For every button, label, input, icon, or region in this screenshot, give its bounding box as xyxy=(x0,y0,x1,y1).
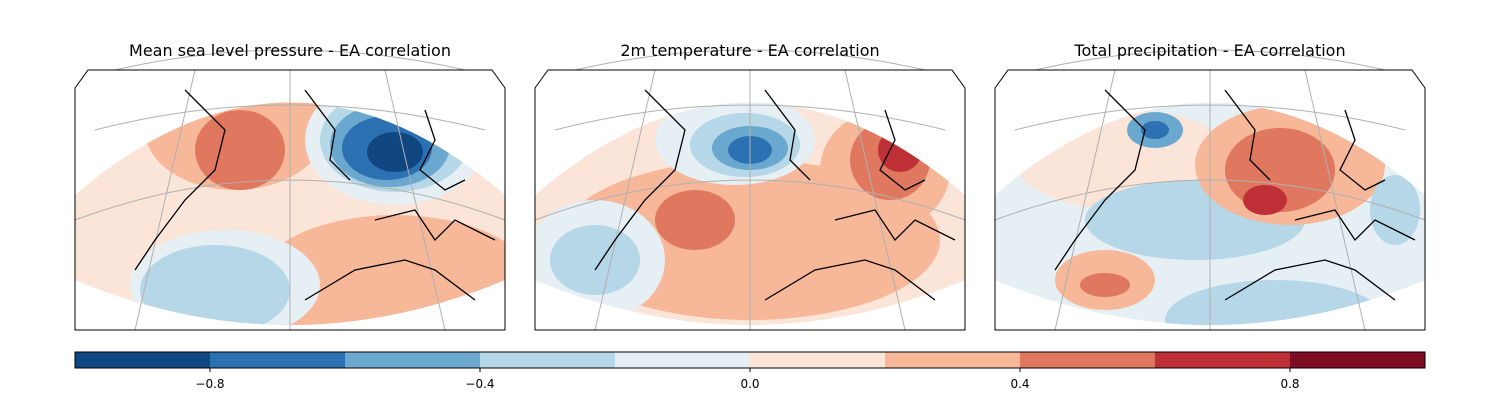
field xyxy=(75,102,505,325)
panel-title: Mean sea level pressure - EA correlation xyxy=(129,41,451,60)
colorbar-bin xyxy=(885,352,1020,368)
colorbar-bin xyxy=(1155,352,1290,368)
map-panel xyxy=(74,49,506,331)
tick-label: 0.8 xyxy=(1280,377,1299,391)
colorbar-bin xyxy=(210,352,345,368)
field xyxy=(535,102,965,325)
map-panel xyxy=(534,49,966,331)
tick-label: −0.4 xyxy=(465,377,494,391)
colorbar: −0.8 −0.4 0.0 0.4 0.8 xyxy=(74,351,1426,391)
tick-label: 0.4 xyxy=(1010,377,1029,391)
colorbar-bin xyxy=(1290,352,1425,368)
map-panel xyxy=(994,49,1426,331)
colorbar-bin xyxy=(345,352,480,368)
panel-title: Total precipitation - EA correlation xyxy=(1073,41,1345,60)
colorbar-bin xyxy=(75,352,210,368)
colorbar-bin xyxy=(480,352,615,368)
colorbar-bin xyxy=(750,352,885,368)
panel-title: 2m temperature - EA correlation xyxy=(620,41,879,60)
colorbar-bin xyxy=(1020,352,1155,368)
tick-label: −0.8 xyxy=(195,377,224,391)
colorbar-bin xyxy=(615,352,750,368)
tick-label: 0.0 xyxy=(740,377,759,391)
